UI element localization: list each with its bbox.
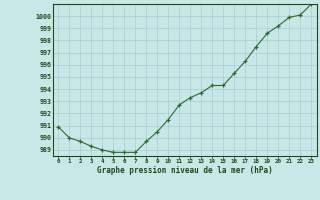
X-axis label: Graphe pression niveau de la mer (hPa): Graphe pression niveau de la mer (hPa): [97, 166, 273, 175]
